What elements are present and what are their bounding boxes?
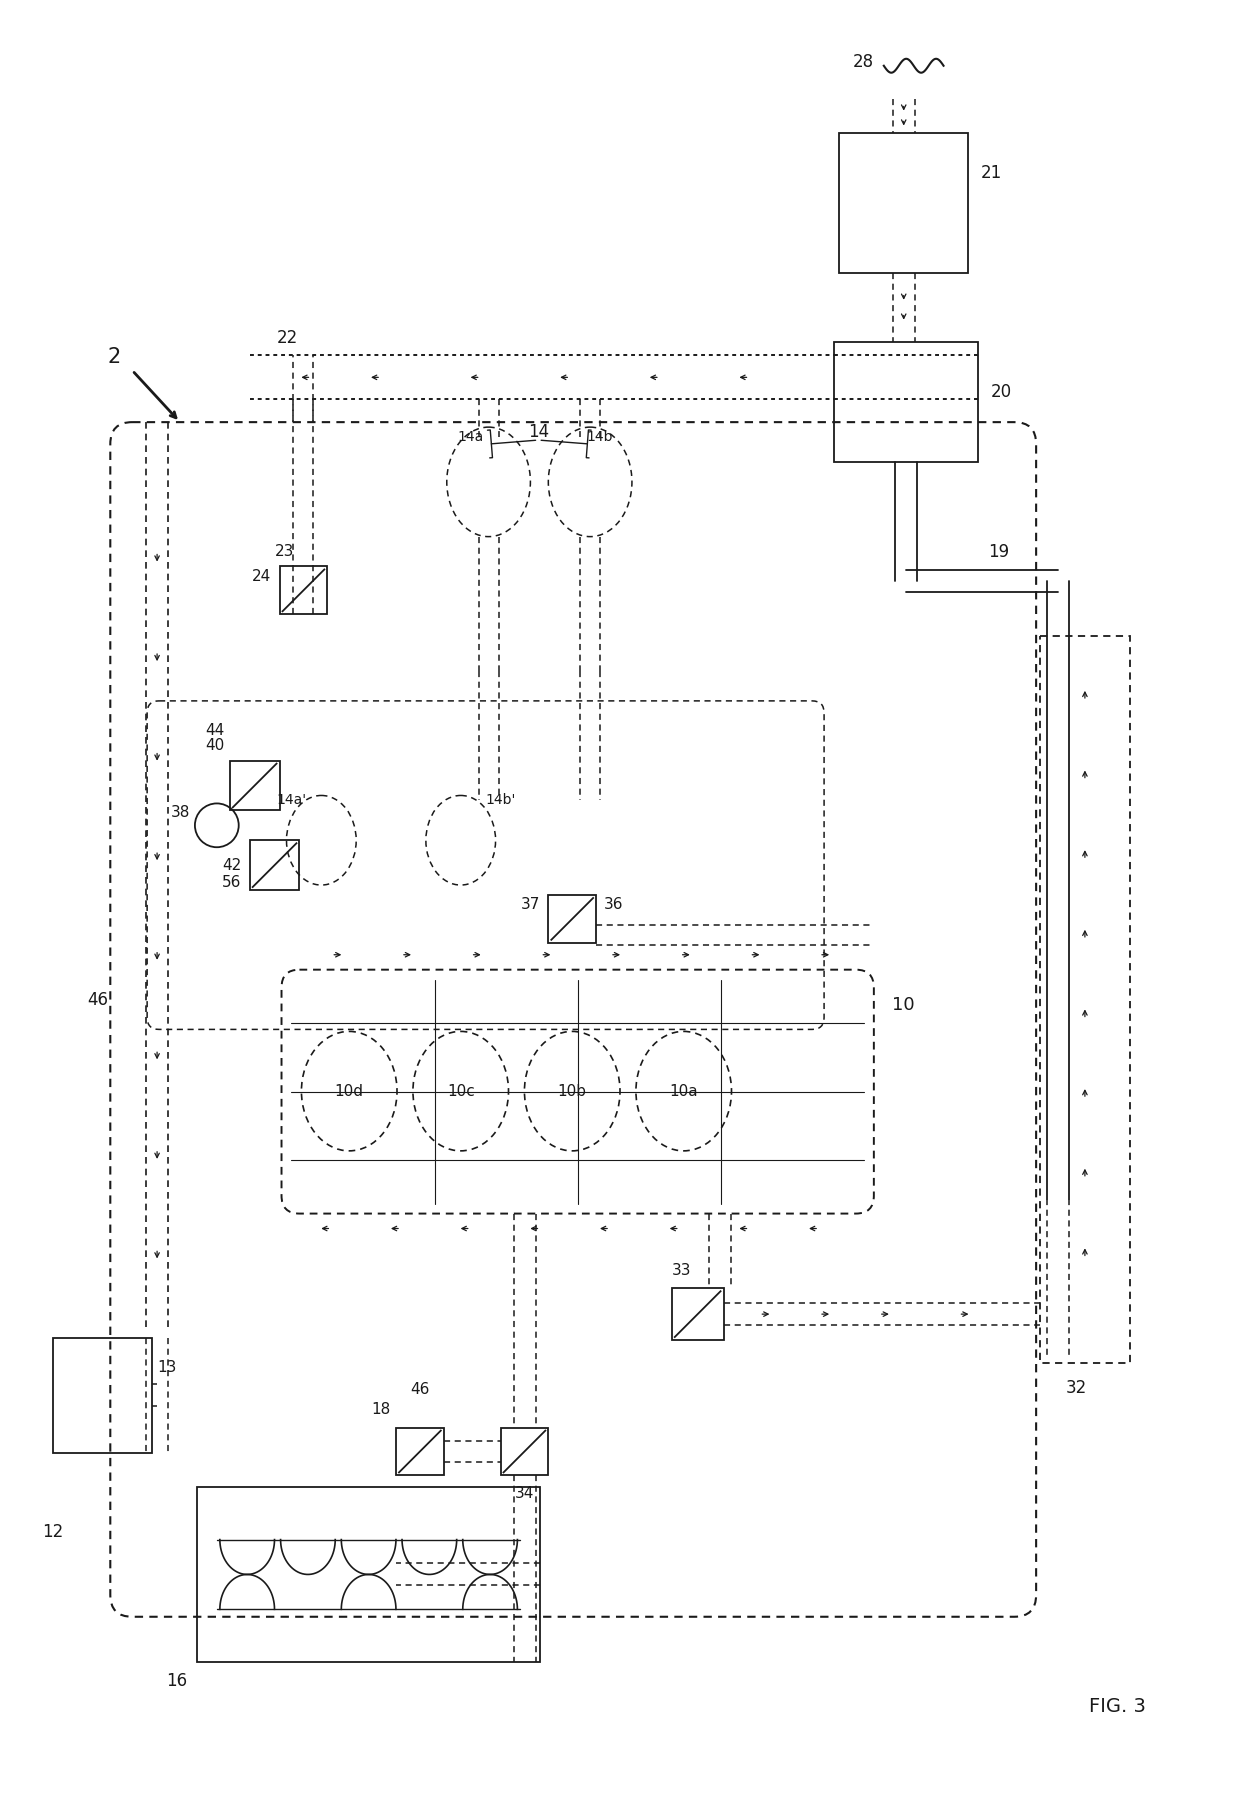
Text: 14a: 14a [458, 431, 484, 443]
Text: 13: 13 [157, 1361, 176, 1375]
Text: 36: 36 [604, 898, 624, 912]
Bar [52, 1337, 153, 1452]
Text: 42: 42 [222, 858, 242, 872]
Text: 21: 21 [981, 165, 1002, 183]
Text: 10: 10 [892, 996, 914, 1014]
Text: 20: 20 [991, 384, 1012, 402]
Text: 34: 34 [515, 1486, 534, 1501]
Text: 46: 46 [87, 991, 108, 1009]
Text: 46: 46 [410, 1382, 429, 1397]
Text: 10d: 10d [335, 1084, 363, 1099]
Bar [249, 840, 299, 890]
Bar [279, 567, 327, 614]
Text: 22: 22 [277, 328, 298, 346]
Text: 56: 56 [222, 874, 242, 890]
Bar [548, 896, 596, 942]
Text: 18: 18 [372, 1402, 391, 1418]
Text: 23: 23 [275, 544, 294, 558]
Bar [672, 1289, 723, 1341]
Text: 16: 16 [166, 1673, 187, 1691]
Text: 14b: 14b [587, 431, 614, 443]
Text: 14a': 14a' [277, 793, 306, 808]
Text: 32: 32 [1065, 1379, 1086, 1397]
Text: 33: 33 [672, 1264, 692, 1278]
Text: 38: 38 [171, 804, 190, 820]
Text: 12: 12 [42, 1524, 63, 1542]
Text: 28: 28 [853, 52, 874, 70]
Bar [197, 1488, 541, 1662]
Text: 40: 40 [206, 738, 224, 754]
Text: 10a: 10a [670, 1084, 698, 1099]
Bar [835, 343, 978, 461]
Text: 2: 2 [108, 348, 122, 368]
Text: 14: 14 [528, 424, 549, 442]
Text: 10c: 10c [446, 1084, 475, 1099]
Bar [229, 761, 279, 810]
Bar [396, 1427, 444, 1475]
Text: 14b': 14b' [485, 793, 516, 808]
Text: 19: 19 [988, 542, 1009, 560]
Bar [501, 1427, 548, 1475]
Bar [839, 133, 968, 273]
Text: 10b: 10b [558, 1084, 587, 1099]
Text: FIG. 3: FIG. 3 [1089, 1696, 1146, 1716]
Text: 24: 24 [252, 569, 272, 583]
Text: 37: 37 [521, 898, 541, 912]
Bar [1040, 635, 1130, 1362]
Text: 44: 44 [206, 723, 224, 738]
